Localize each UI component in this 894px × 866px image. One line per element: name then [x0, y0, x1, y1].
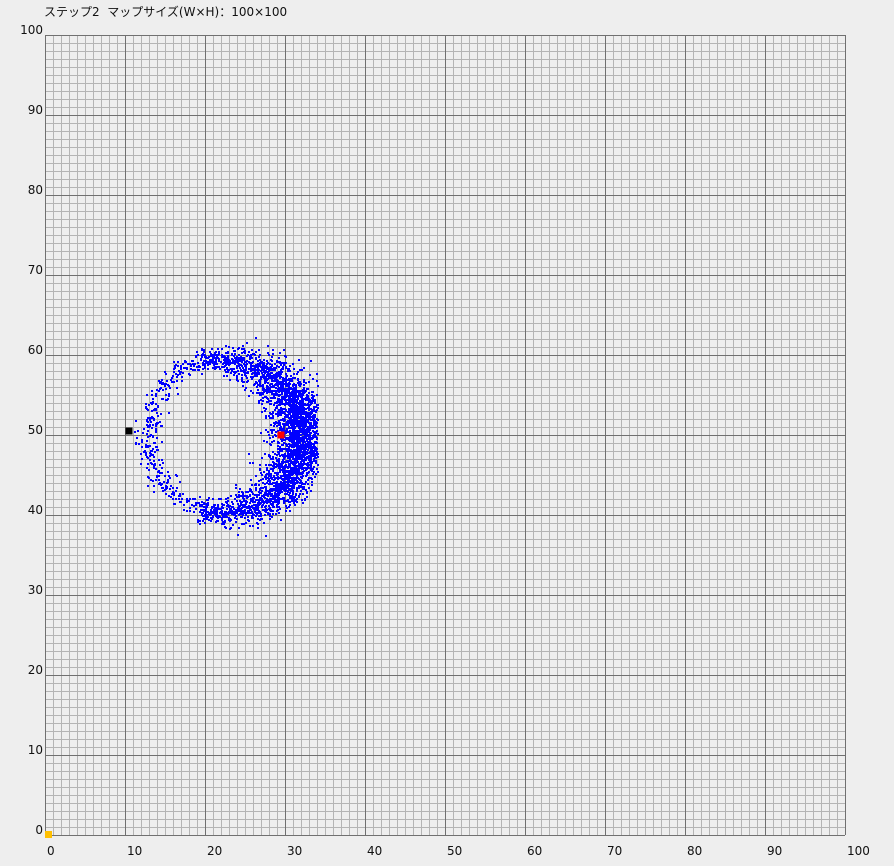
- major-grid: [45, 35, 846, 836]
- x-tick-label: 10: [127, 844, 142, 858]
- estimate-marker: [277, 431, 285, 439]
- x-tick-label: 40: [367, 844, 382, 858]
- y-tick-label: 10: [28, 743, 43, 757]
- y-tick-label: 30: [28, 583, 43, 597]
- y-tick-label: 100: [20, 23, 43, 37]
- x-tick-label: 70: [607, 844, 622, 858]
- origin-marker: [45, 831, 52, 838]
- x-tick-label: 80: [687, 844, 702, 858]
- y-tick-label: 80: [28, 183, 43, 197]
- y-tick-label: 20: [28, 663, 43, 677]
- true-position-marker: [125, 427, 133, 435]
- step-label: ステップ2: [44, 5, 100, 19]
- x-tick-label: 90: [767, 844, 782, 858]
- markers: [45, 427, 285, 838]
- y-axis-tick-labels: 0 10 20 30 40 50 60 70 80 90 100: [20, 23, 43, 837]
- status-bar: ステップ2 マップサイズ(W×H)：100×100: [44, 5, 288, 19]
- x-tick-label: 20: [207, 844, 222, 858]
- y-tick-label: 40: [28, 503, 43, 517]
- x-tick-label: 30: [287, 844, 302, 858]
- y-tick-label: 0: [35, 823, 43, 837]
- y-tick-label: 50: [28, 423, 43, 437]
- x-tick-label: 100: [847, 844, 870, 858]
- map-size-value: 100×100: [231, 5, 288, 19]
- y-tick-label: 70: [28, 263, 43, 277]
- x-axis-tick-labels: 0 10 20 30 40 50 60 70 80 90 100: [47, 844, 870, 858]
- x-tick-label: 0: [47, 844, 55, 858]
- particle-cloud: [134, 337, 319, 537]
- map-size-label: マップサイズ(W×H): [107, 5, 220, 19]
- y-tick-label: 60: [28, 343, 43, 357]
- major-grid-lines: [45, 35, 846, 836]
- x-tick-label: 50: [447, 844, 462, 858]
- y-tick-label: 90: [28, 103, 43, 117]
- particles: [134, 337, 319, 537]
- x-tick-label: 60: [527, 844, 542, 858]
